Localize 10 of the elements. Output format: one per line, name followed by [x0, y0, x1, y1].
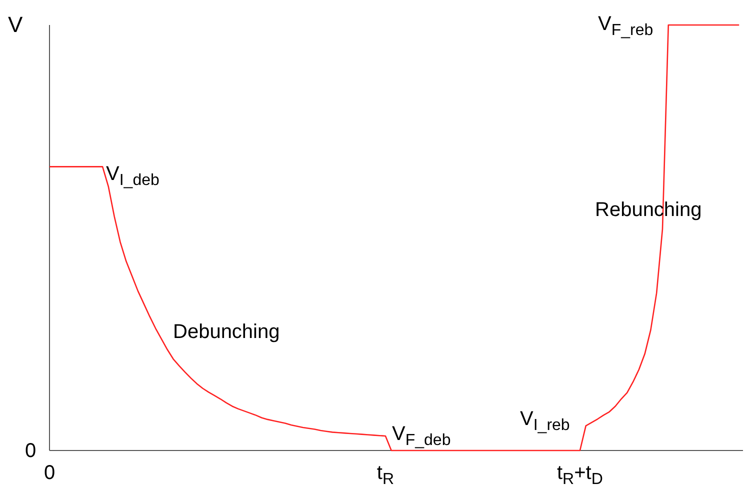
annotation: V$_{F_deb}$ [392, 423, 451, 449]
x-tick-label: 0 [44, 462, 56, 484]
annotation: Debunching [173, 321, 280, 343]
annotation: V$_{F_reb}$ [598, 13, 654, 39]
x-tick-label: t$_{R}$+t$_{D}$ [556, 462, 603, 488]
annotation: V$_{I_deb}$ [106, 163, 160, 189]
x-tick-label: t$_{R}$ [376, 462, 394, 488]
annotation: V$_{I_reb}$ [520, 408, 570, 434]
y-axis-title: V [8, 12, 23, 37]
text: 0 [25, 440, 36, 462]
